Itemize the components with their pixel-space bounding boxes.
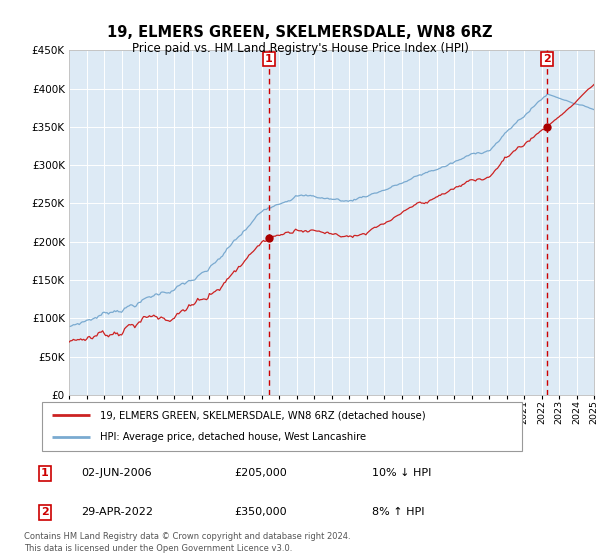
Text: 2: 2 [544, 54, 551, 64]
Text: 1: 1 [265, 54, 273, 64]
Text: 2: 2 [41, 507, 49, 517]
Text: £205,000: £205,000 [234, 468, 287, 478]
Text: Price paid vs. HM Land Registry's House Price Index (HPI): Price paid vs. HM Land Registry's House … [131, 42, 469, 55]
Text: 8% ↑ HPI: 8% ↑ HPI [372, 507, 425, 517]
Text: Contains HM Land Registry data © Crown copyright and database right 2024.
This d: Contains HM Land Registry data © Crown c… [24, 532, 350, 553]
Text: 19, ELMERS GREEN, SKELMERSDALE, WN8 6RZ (detached house): 19, ELMERS GREEN, SKELMERSDALE, WN8 6RZ … [100, 410, 425, 421]
Text: 29-APR-2022: 29-APR-2022 [81, 507, 153, 517]
Text: 1: 1 [41, 468, 49, 478]
Text: HPI: Average price, detached house, West Lancashire: HPI: Average price, detached house, West… [100, 432, 366, 442]
FancyBboxPatch shape [42, 402, 522, 451]
Text: 19, ELMERS GREEN, SKELMERSDALE, WN8 6RZ: 19, ELMERS GREEN, SKELMERSDALE, WN8 6RZ [107, 25, 493, 40]
Text: 10% ↓ HPI: 10% ↓ HPI [372, 468, 431, 478]
Text: £350,000: £350,000 [234, 507, 287, 517]
Text: 02-JUN-2006: 02-JUN-2006 [81, 468, 152, 478]
